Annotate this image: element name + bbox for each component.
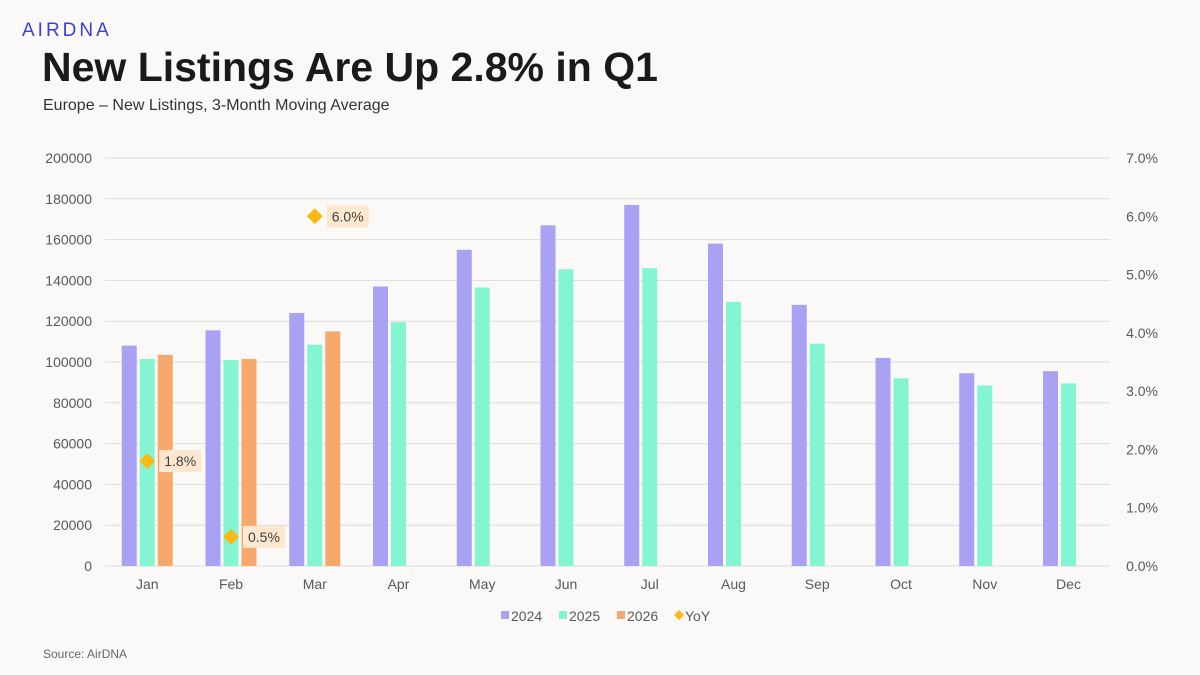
bar-2024-feb [205,330,221,566]
bar-2024-jan [121,345,137,566]
y-tick-label: 20000 [53,517,92,533]
x-tick-label: Mar [303,576,327,592]
y2-tick-label: 6.0% [1126,208,1158,224]
y-tick-label: 60000 [53,436,92,452]
legend-swatch-2024 [501,611,509,619]
bar-2024-nov [959,373,975,566]
bar-2025-mar [307,344,323,566]
x-tick-label: Apr [388,576,410,592]
y-tick-label: 80000 [53,395,92,411]
bar-2025-may [474,287,490,566]
airdna-logo: AIRDNA [22,20,112,41]
legend-swatch-yoy [674,610,684,620]
yoy-label-bg [243,525,285,548]
bar-2024-apr [373,286,388,566]
yoy-label-bg [159,450,202,473]
y2-tick-label: 7.0% [1126,150,1158,166]
bar-2024-oct [875,357,891,566]
x-tick-label: Jan [136,576,159,592]
bar-2026-feb [241,358,257,566]
x-tick-label: Jul [641,576,659,592]
legend-label: 2024 [511,608,542,624]
y2-tick-label: 0.0% [1126,558,1158,574]
yoy-data-label: 6.0% [332,208,364,224]
y-tick-label: 200000 [45,150,92,166]
bar-2024-dec [1043,371,1058,566]
y2-tick-label: 5.0% [1126,267,1158,283]
legend-swatch-2025 [559,611,567,619]
bar-2025-aug [726,301,741,566]
x-tick-label: Aug [721,576,746,592]
y-tick-label: 0 [84,558,92,574]
y-tick-label: 100000 [45,354,92,370]
bar-2025-sep [809,343,825,566]
y2-tick-label: 1.0% [1126,500,1158,516]
yoy-marker [306,208,323,225]
bar-2025-jun [558,269,574,566]
bar-2025-jul [642,268,658,566]
bar-2024-mar [289,313,305,566]
x-tick-label: Nov [972,576,997,592]
bar-2025-dec [1061,383,1076,566]
y-tick-label: 120000 [45,313,92,329]
legend-label: 2026 [627,608,658,624]
bar-2024-may [456,249,472,567]
yoy-label-bg [326,205,369,228]
legend-label: YoY [685,608,711,624]
yoy-data-label: 1.8% [164,453,196,469]
x-tick-label: Dec [1056,576,1081,592]
yoy-data-label: 0.5% [248,529,280,545]
y2-tick-label: 4.0% [1126,325,1158,341]
yoy-marker [139,453,156,470]
x-tick-label: Sep [805,576,830,592]
x-tick-label: Feb [219,576,243,592]
y-tick-label: 40000 [53,476,92,492]
source-note: Source: AirDNA [43,647,128,661]
x-tick-label: Jun [555,576,578,592]
bar-2024-sep [791,304,807,566]
bar-2025-nov [977,385,993,566]
y2-tick-label: 2.0% [1126,441,1158,457]
y-tick-label: 180000 [45,191,92,207]
x-tick-label: May [469,576,495,592]
bar-2024-jul [624,204,640,567]
page-title: New Listings Are Up 2.8% in Q1 [42,44,658,90]
chart-subtitle: Europe – New Listings, 3-Month Moving Av… [43,97,390,114]
y-tick-label: 140000 [45,272,92,288]
bar-2024-jun [540,225,556,566]
y-tick-label: 160000 [45,232,92,248]
bar-2025-apr [391,322,406,566]
bar-2025-feb [223,359,239,566]
legend-label: 2025 [569,608,600,624]
legend-swatch-2026 [617,611,625,619]
yoy-marker [223,528,239,545]
bar-2026-mar [325,331,341,566]
bar-2024-aug [708,243,723,566]
y2-tick-label: 3.0% [1126,383,1158,399]
bar-2025-oct [893,378,909,566]
x-tick-label: Oct [890,576,912,592]
